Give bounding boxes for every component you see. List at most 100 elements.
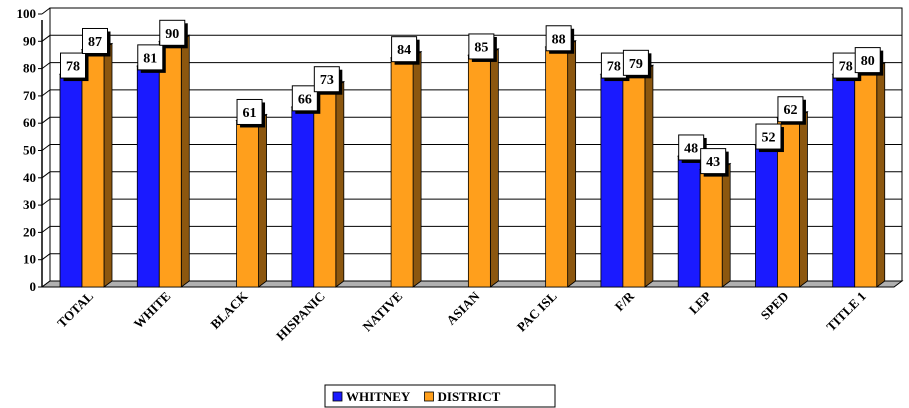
grid-side-line	[41, 7, 51, 15]
y-tick-label: 70	[23, 88, 36, 103]
bar-front	[854, 68, 878, 288]
y-tick-label: 100	[17, 6, 37, 21]
bar-side	[799, 110, 808, 288]
data-label: 79	[629, 57, 643, 72]
legend-swatch-district	[424, 391, 434, 402]
grid-side-line	[41, 171, 51, 179]
data-label-box	[60, 52, 86, 79]
data-labels: 78 87 81 90 61 66 73 84 85 88 78 79 48 43 52 62 78 80	[60, 19, 884, 177]
x-tick-label: WHITE	[131, 289, 174, 332]
bar-front	[291, 106, 315, 288]
legend-label-district: DISTRICT	[438, 389, 501, 404]
grid-side-line	[41, 62, 51, 69]
bar-front	[390, 57, 414, 288]
bar-district-sped	[776, 110, 809, 288]
y-tick-label: 80	[23, 61, 36, 76]
data-label: 85	[474, 40, 488, 55]
data-label-box	[545, 25, 572, 52]
bar-side	[567, 39, 577, 288]
y-tick-label: 20	[23, 224, 36, 239]
data-label: 78	[607, 60, 621, 75]
legend-label-whitney: WHITNEY	[346, 389, 411, 404]
bar-district-native	[389, 50, 423, 288]
y-tick-label: 40	[23, 170, 36, 185]
y-tick-label: 0	[30, 279, 37, 294]
data-label-box	[600, 52, 627, 79]
data-label-box	[391, 36, 418, 63]
grid-side-line	[41, 144, 51, 151]
x-tick-label: ASIAN	[443, 288, 483, 328]
x-tick-label: HISPANIC	[273, 289, 328, 344]
data-label: 81	[143, 51, 157, 66]
bar-front	[622, 70, 646, 288]
data-label: 62	[783, 103, 797, 118]
grid-side-line	[41, 253, 51, 261]
bar-front	[600, 73, 624, 288]
y-tick-label: 60	[23, 115, 36, 130]
x-tick-label: PAC ISL	[514, 288, 560, 334]
bar-side	[258, 113, 267, 288]
bar-side	[180, 34, 190, 288]
bar-district-title-1	[853, 61, 886, 288]
bar-side	[721, 162, 731, 288]
data-label-box	[82, 27, 108, 54]
y-tick-label: 30	[23, 197, 36, 212]
x-tick-label: TOTAL	[54, 288, 96, 330]
bar-district-asian	[467, 48, 500, 288]
data-label-box	[755, 123, 782, 150]
legend-box	[324, 384, 556, 408]
bar-front	[699, 169, 723, 288]
bar-front	[236, 120, 259, 288]
bar-district-black	[235, 113, 268, 288]
bars	[58, 34, 886, 288]
bar-side	[876, 61, 886, 288]
data-label: 80	[861, 54, 875, 69]
data-label: 43	[706, 155, 720, 170]
grid-side-line	[41, 225, 51, 233]
bar-front	[136, 65, 160, 288]
data-label: 66	[298, 92, 312, 107]
data-label: 73	[320, 73, 334, 88]
bar-side	[412, 50, 422, 288]
bar-front	[313, 87, 337, 288]
grid-side-line	[41, 34, 51, 42]
bar-side	[335, 80, 345, 288]
bar-district-white	[158, 34, 191, 288]
bar-front	[755, 144, 778, 288]
grid-side-line	[41, 89, 51, 97]
bar-side	[644, 64, 654, 288]
x-tick-label: TITLE 1	[823, 289, 869, 335]
data-label: 90	[165, 27, 179, 42]
data-label-box	[236, 98, 263, 125]
data-label-box	[159, 19, 186, 46]
bar-district-f-r	[621, 64, 655, 288]
data-label: 87	[88, 35, 102, 50]
data-label: 84	[397, 43, 411, 58]
grid-side-line	[41, 116, 51, 124]
data-label: 88	[552, 32, 566, 47]
data-label-box	[777, 96, 804, 123]
data-label-box	[700, 148, 727, 175]
data-label: 78	[839, 60, 853, 75]
x-tick-label: SPED	[757, 289, 791, 323]
x-tick-label: F/R	[612, 288, 638, 314]
data-label-box	[468, 33, 495, 60]
x-tick-label: NATIVE	[360, 289, 406, 335]
bar-front	[677, 155, 701, 288]
bar-front	[832, 73, 856, 288]
data-label-box	[622, 49, 649, 76]
data-label-box	[313, 66, 340, 93]
data-label-box	[137, 44, 164, 71]
bar-district-pac-isl	[544, 39, 577, 288]
bar-front	[59, 73, 83, 288]
legend: WHITNEY DISTRICT	[324, 384, 556, 408]
data-label-box	[291, 85, 318, 112]
x-tick-label: LEP	[686, 288, 715, 317]
y-tick-label: 50	[23, 143, 36, 158]
bar-side	[103, 42, 113, 288]
data-label: 48	[684, 141, 698, 156]
y-tick-label: 10	[23, 252, 36, 267]
x-tick-label: BLACK	[207, 288, 251, 332]
data-label: 61	[243, 106, 257, 121]
